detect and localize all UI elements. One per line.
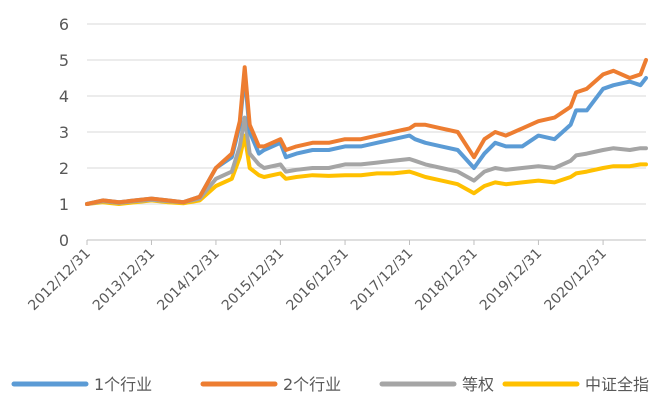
y-tick-label: 1 [59, 195, 69, 214]
x-tick-label: 2016/12/31 [283, 246, 351, 314]
x-tick-label: 2013/12/31 [90, 246, 158, 314]
legend-label: 等权 [462, 375, 494, 394]
y-tick-label: 4 [59, 87, 69, 106]
x-tick-label: 2019/12/31 [477, 246, 545, 314]
y-tick-label: 3 [59, 123, 69, 142]
series-lines [85, 58, 648, 206]
legend: 1个行业 2个行业 等权 中证全指 [11, 375, 649, 394]
x-tick-label: 2017/12/31 [348, 246, 416, 314]
series-line [85, 58, 648, 206]
x-tick-label: 2014/12/31 [154, 246, 222, 314]
x-axis: 2012/12/312013/12/312014/12/312015/12/31… [25, 240, 610, 314]
x-tick-label: 2015/12/31 [219, 246, 287, 314]
x-tick-label: 2020/12/31 [542, 246, 610, 314]
y-tick-label: 0 [59, 231, 69, 250]
y-tick-label: 6 [59, 15, 69, 34]
y-tick-label: 2 [59, 159, 69, 178]
y-tick-label: 5 [59, 51, 69, 70]
legend-label: 中证全指 [585, 375, 649, 394]
legend-label: 2个行业 [283, 375, 341, 394]
y-axis: 0 1 2 3 4 5 6 [59, 15, 69, 250]
x-tick-label: 2018/12/31 [412, 246, 480, 314]
legend-label: 1个行业 [94, 375, 152, 394]
x-tick-label: 2012/12/31 [25, 246, 93, 314]
